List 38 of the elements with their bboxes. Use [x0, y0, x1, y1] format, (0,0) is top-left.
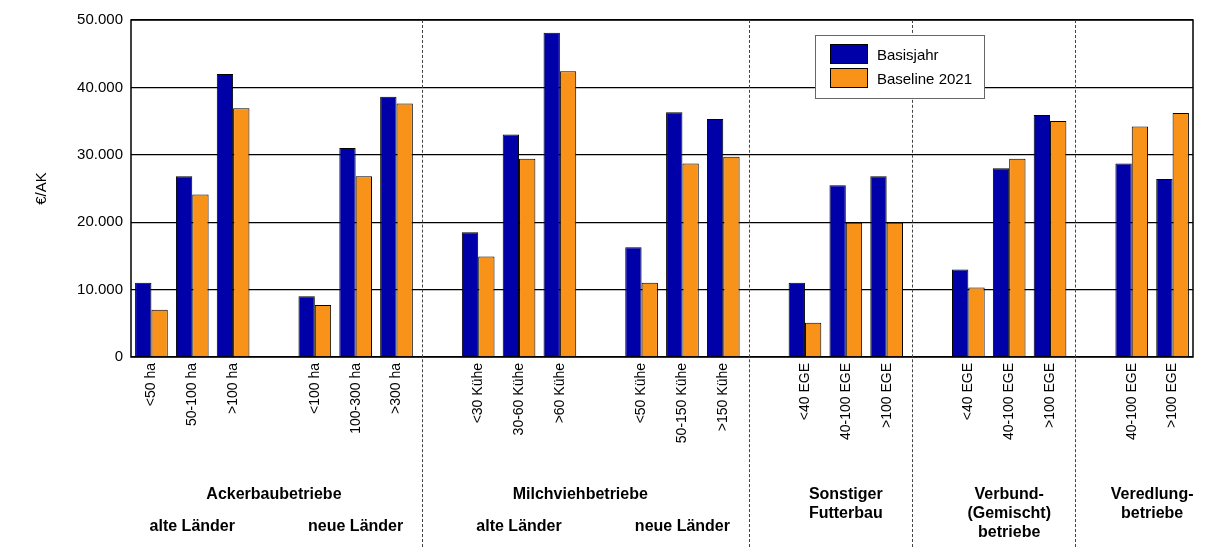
y-tick-label: 40.000	[77, 77, 123, 95]
y-tick-label: 30.000	[77, 144, 123, 162]
x-tick-label: >100 EGE	[1163, 363, 1180, 428]
x-tick-label: <50 ha	[142, 362, 159, 407]
x-tick-label: 100-300 ha	[346, 362, 363, 434]
x-tick-label: <40 EGE	[959, 363, 976, 421]
y-axis-title: €/AK	[31, 172, 49, 205]
x-tick-label: <100 ha	[305, 362, 322, 414]
x-tick-label: >100 ha	[223, 362, 240, 414]
x-tick-label: 50-150 Kühe	[673, 362, 690, 444]
text: Verbund- (Gemischt) betriebe	[967, 484, 1051, 541]
x-tick-label: <30 Kühe	[469, 362, 486, 424]
x-tick-label: >60 Kühe	[550, 362, 567, 424]
text: Veredlung- betriebe	[1110, 484, 1194, 522]
x-tick-label: >150 Kühe	[714, 362, 731, 432]
legend-label: Basisjahr	[876, 45, 939, 63]
legend-label: Baseline 2021	[876, 69, 972, 87]
text: Milchviehbetriebe	[512, 484, 648, 503]
x-tick-label: <50 Kühe	[632, 362, 649, 424]
y-tick-label: 50.000	[77, 10, 123, 28]
text: Sonstiger Futterbau	[808, 484, 883, 522]
x-tick-label: 40-100 EGE	[836, 363, 853, 441]
x-tick-label: 40-100 EGE	[1000, 363, 1017, 441]
x-tick-label: >100 EGE	[1040, 363, 1057, 428]
text: alte Länder	[149, 516, 235, 535]
text: neue Länder	[308, 516, 404, 535]
x-tick-label: 40-100 EGE	[1122, 363, 1139, 441]
x-tick-label: <40 EGE	[795, 363, 812, 421]
y-tick-label: 10.000	[77, 279, 123, 297]
text: neue Länder	[634, 516, 730, 535]
text: alte Länder	[476, 516, 562, 535]
x-tick-label: 50-100 ha	[183, 362, 200, 427]
x-tick-label: >100 EGE	[877, 363, 894, 428]
y-tick-label: 20.000	[77, 212, 123, 230]
x-tick-label: >300 ha	[387, 362, 404, 414]
y-tick-label: 0	[114, 347, 123, 365]
x-tick-label: 30-60 Kühe	[509, 362, 526, 436]
text: Ackerbaubetriebe	[206, 484, 342, 503]
